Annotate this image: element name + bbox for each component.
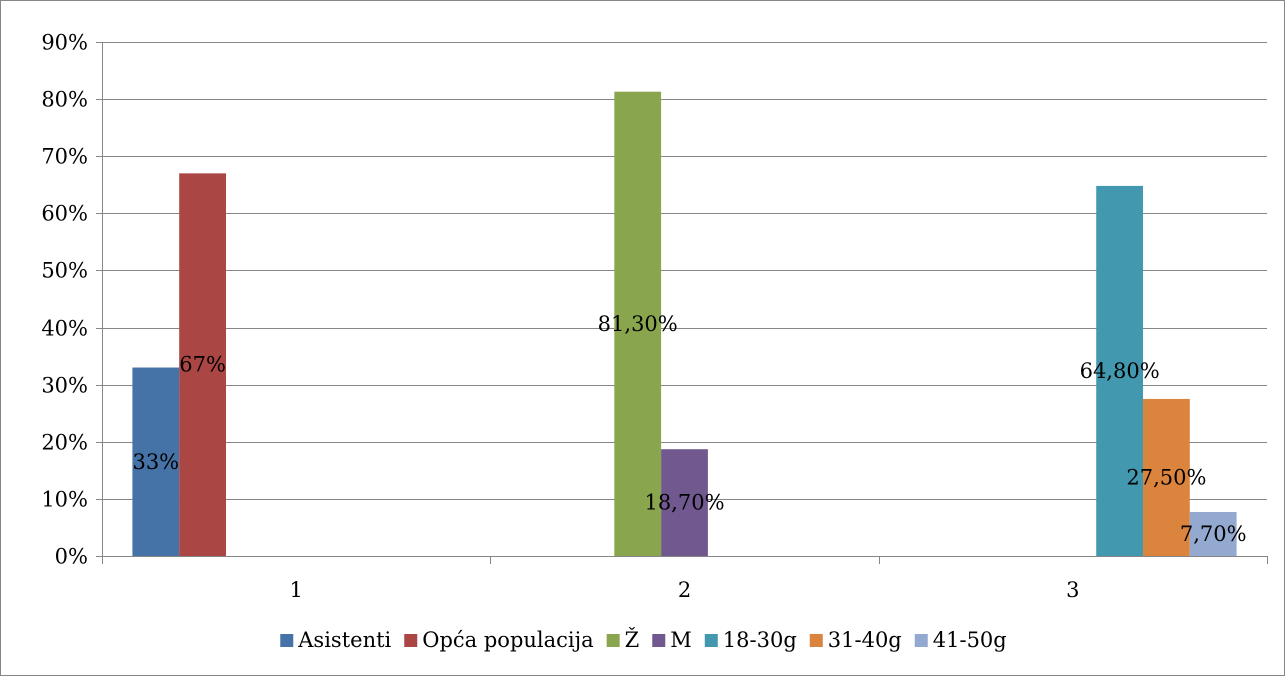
- legend-label: Asistenti: [297, 628, 391, 652]
- data-label: 7,70%: [1180, 522, 1247, 546]
- legend-label: M: [670, 628, 692, 652]
- x-tick-label: 2: [678, 578, 691, 602]
- bar: [1189, 512, 1237, 556]
- y-tick-label: 60%: [41, 202, 88, 226]
- bar: [614, 91, 662, 556]
- legend-label: 31-40g: [828, 628, 902, 652]
- legend-label: 41-50g: [933, 628, 1007, 652]
- bar: [179, 173, 226, 556]
- bar: [1143, 398, 1190, 556]
- legend-swatch: [404, 634, 418, 647]
- data-label: 18,70%: [644, 491, 724, 515]
- y-axis: 0% 10% 20% 30% 40% 50% 60% 70% 80% 90%: [41, 31, 103, 569]
- y-tick-label: 0%: [55, 545, 88, 569]
- legend: Asistenti Opća populacija Ž M 18-30g 31-40g 41…: [280, 628, 1007, 652]
- legend-label: Ž: [625, 628, 640, 652]
- data-label: 81,30%: [598, 312, 678, 336]
- legend-swatch: [809, 634, 823, 647]
- data-label: 64,80%: [1080, 359, 1160, 383]
- y-tick-label: 50%: [41, 259, 88, 283]
- data-label: 27,50%: [1126, 465, 1206, 489]
- y-tick-label: 80%: [41, 88, 88, 112]
- x-axis: 1 2 3: [102, 556, 1268, 602]
- data-label: 33%: [132, 450, 179, 474]
- gridlines: [102, 42, 1267, 500]
- bar: [1096, 185, 1144, 557]
- bar: [661, 449, 708, 556]
- legend-swatch: [704, 634, 718, 647]
- y-tick-label: 20%: [41, 431, 88, 455]
- bar: [132, 367, 180, 556]
- x-tick-label: 3: [1066, 578, 1079, 602]
- x-tick-label: 1: [289, 578, 302, 602]
- y-tick-label: 40%: [41, 317, 88, 341]
- legend-swatch: [606, 634, 620, 647]
- data-labels: 33% 67% 81,30% 18,70% 64,80% 27,50% 7,70%: [132, 312, 1246, 546]
- legend-swatch: [652, 634, 666, 647]
- legend-swatch: [280, 634, 294, 647]
- data-label: 67%: [179, 353, 226, 377]
- legend-label: Opća populacija: [422, 628, 593, 652]
- y-tick-label: 90%: [41, 31, 88, 55]
- y-tick-label: 10%: [41, 488, 88, 512]
- legend-swatch: [914, 634, 928, 647]
- legend-label: 18-30g: [723, 628, 797, 652]
- bars: [132, 91, 1237, 557]
- y-tick-label: 30%: [41, 374, 88, 398]
- y-tick-label: 70%: [41, 145, 88, 169]
